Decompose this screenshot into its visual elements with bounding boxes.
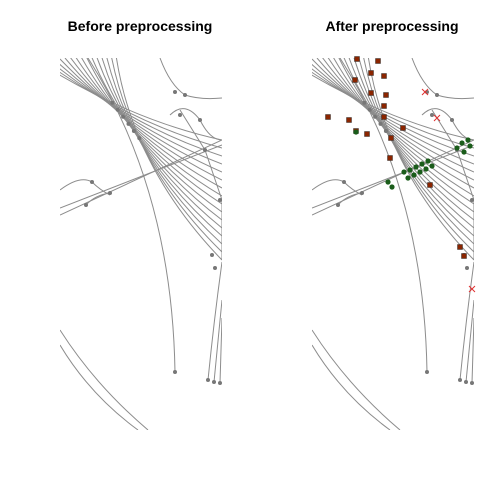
highlight-markers: [325, 56, 476, 293]
merged-node: [413, 164, 419, 170]
removed-node: [383, 92, 389, 98]
merged-node: [465, 137, 471, 143]
removed-node: [354, 56, 360, 62]
panel-title: After preprocessing: [325, 18, 458, 34]
network: [40, 48, 222, 430]
dropped-node: [421, 88, 429, 96]
merged-node: [461, 149, 467, 155]
removed-node: [457, 244, 463, 250]
merged-node: [407, 167, 413, 173]
removed-node: [368, 70, 374, 76]
merged-node: [423, 166, 429, 172]
merged-node: [385, 179, 391, 185]
removed-node: [375, 58, 381, 64]
removed-node: [364, 131, 370, 137]
merged-node: [429, 163, 435, 169]
removed-node: [461, 253, 467, 259]
merged-node: [459, 140, 465, 146]
removed-node: [388, 135, 394, 141]
merged-node: [411, 172, 417, 178]
removed-node: [400, 125, 406, 131]
panel-after: After preprocessing: [292, 18, 476, 430]
removed-node: [381, 114, 387, 120]
removed-node: [325, 114, 331, 120]
merged-node: [467, 143, 473, 149]
merged-node: [401, 169, 407, 175]
merged-node: [417, 169, 423, 175]
removed-node: [368, 90, 374, 96]
merged-node: [353, 129, 359, 135]
removed-node: [381, 73, 387, 79]
removed-node: [427, 182, 433, 188]
merged-node: [389, 184, 395, 190]
removed-node: [352, 77, 358, 83]
removed-node: [346, 117, 352, 123]
merged-node: [425, 158, 431, 164]
panel-before: Before preprocessing: [40, 18, 222, 430]
merged-node: [419, 161, 425, 167]
dropped-node: [433, 114, 441, 122]
removed-node: [387, 155, 393, 161]
dropped-node: [468, 285, 476, 293]
removed-node: [381, 103, 387, 109]
merged-node: [405, 175, 411, 181]
panel-title: Before preprocessing: [68, 18, 213, 34]
merged-node: [454, 145, 460, 151]
